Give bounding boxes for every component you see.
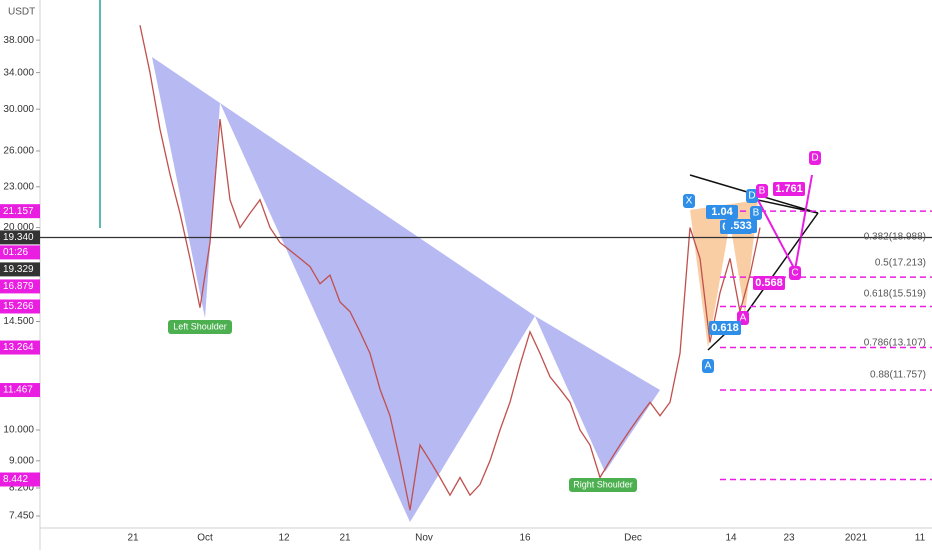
y-tick-label: 8.200 — [9, 483, 34, 494]
y-tick-label: 34.000 — [3, 67, 34, 78]
ratio-label: 0.568 — [755, 277, 783, 289]
y-tick-label: 26.000 — [3, 146, 34, 157]
price-tag-label: 11.467 — [3, 385, 33, 396]
y-tick-label: 30.000 — [3, 104, 34, 115]
x-tick-label: 14 — [725, 533, 737, 544]
y-tick-label: 38.000 — [3, 35, 34, 46]
price-tag-label: 19.329 — [3, 264, 34, 275]
y-tick-label: 10.000 — [3, 425, 34, 436]
annotation-box — [569, 478, 637, 492]
ratio-label: 1.761 — [775, 183, 803, 195]
x-tick-label: 11 — [915, 533, 926, 544]
harmonic-point-label: B — [753, 208, 760, 219]
annotation-label: Left Shoulder — [173, 321, 227, 331]
price-tag — [0, 299, 40, 314]
fib-label: 0.5(17.213) — [875, 258, 926, 269]
harmonic-point-label: D — [811, 153, 818, 164]
price-tag-label: 13.264 — [3, 342, 34, 353]
annotation-label: Right Shoulder — [573, 479, 633, 489]
harmonic-point-label: B — [759, 186, 766, 197]
y-tick-label: 20.000 — [3, 222, 34, 233]
price-tag — [0, 383, 40, 398]
harmonic-point — [750, 206, 762, 220]
annotation-box — [168, 320, 232, 334]
price-tag-label: 8.442 — [3, 474, 28, 485]
price-line — [139, 25, 761, 511]
price-tag — [0, 230, 40, 245]
harmonic-point — [789, 266, 801, 280]
harmonic-point-label: A — [740, 313, 747, 324]
x-tick-label: Oct — [197, 533, 213, 544]
harmonic-point — [702, 359, 714, 373]
x-tick-label: 16 — [519, 533, 531, 544]
harmonic-point — [683, 194, 695, 208]
price-tag-label: 21.157 — [3, 206, 34, 217]
ratio-box — [706, 205, 738, 219]
pattern-triangle — [152, 57, 220, 318]
harmonic-point-label: C — [791, 268, 798, 279]
y-tick-label: 9.000 — [9, 455, 34, 466]
y-tick-label: 23.000 — [3, 181, 34, 192]
harmonic-point-label: A — [705, 361, 712, 372]
fib-label: 0.382(18.988) — [864, 232, 926, 243]
harmonic-point — [746, 189, 758, 203]
price-tag-label: 19.340 — [3, 232, 34, 243]
ratio-box — [725, 219, 757, 233]
countdown-tag — [0, 245, 40, 260]
price-tag-label: 16.879 — [3, 281, 34, 292]
fib-label: 0.618(15.519) — [864, 289, 926, 300]
harmonic-point-label: X — [686, 196, 693, 207]
fib-label: 0.786(13.107) — [864, 338, 926, 349]
harmonic-point — [756, 184, 768, 198]
x-tick-label: 2021 — [845, 533, 868, 544]
y-tick-label: 14.500 — [3, 316, 34, 327]
x-tick-label: 21 — [339, 533, 351, 544]
x-tick-label: Nov — [415, 533, 433, 544]
price-tag — [0, 279, 40, 294]
price-tag — [0, 340, 40, 355]
ratio-label: 0.618 — [711, 322, 739, 334]
y-tick-label: 7.450 — [9, 511, 34, 522]
x-tick-label: 23 — [783, 533, 795, 544]
price-tag — [0, 262, 40, 277]
ratio-box — [753, 276, 785, 290]
fib-label: 0.88(11.757) — [870, 370, 926, 381]
price-tag-label: 15.266 — [3, 301, 34, 312]
harmonic-point — [809, 151, 821, 165]
price-tag — [0, 472, 40, 487]
x-tick-label: 12 — [278, 533, 290, 544]
ratio-label: .533 — [730, 220, 751, 232]
price-tag — [0, 204, 40, 219]
countdown-label: 01:26 — [3, 247, 28, 258]
harmonic-point-label: D — [748, 191, 755, 202]
currency-label: USDT — [8, 7, 35, 18]
ratio-box — [709, 321, 741, 335]
ratio-box — [773, 182, 805, 196]
x-tick-label: 21 — [127, 533, 139, 544]
ratio-label: 1.04 — [711, 206, 733, 218]
x-tick-label: Dec — [624, 533, 642, 544]
pattern-triangle — [220, 103, 535, 522]
